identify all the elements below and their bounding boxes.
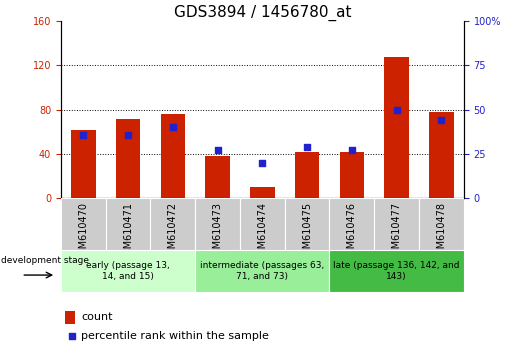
Bar bbox=[116, 119, 140, 198]
Point bbox=[169, 125, 177, 130]
Bar bbox=[65, 311, 75, 324]
Bar bbox=[240, 198, 285, 250]
Text: GSM610471: GSM610471 bbox=[123, 202, 133, 261]
Bar bbox=[71, 130, 95, 198]
Bar bbox=[195, 198, 240, 250]
Point bbox=[392, 107, 401, 113]
Bar bbox=[330, 250, 464, 292]
Point bbox=[214, 148, 222, 153]
Bar bbox=[205, 156, 230, 198]
Text: GSM610478: GSM610478 bbox=[436, 202, 446, 261]
Bar bbox=[161, 114, 185, 198]
Bar bbox=[61, 198, 105, 250]
Bar bbox=[295, 152, 320, 198]
Text: GSM610476: GSM610476 bbox=[347, 202, 357, 261]
Text: percentile rank within the sample: percentile rank within the sample bbox=[81, 331, 269, 341]
Bar bbox=[374, 198, 419, 250]
Bar bbox=[285, 198, 330, 250]
Text: GSM610472: GSM610472 bbox=[168, 202, 178, 262]
Bar bbox=[61, 250, 195, 292]
Text: GSM610470: GSM610470 bbox=[78, 202, 89, 261]
Text: development stage: development stage bbox=[1, 256, 89, 265]
Bar bbox=[340, 152, 364, 198]
Point bbox=[348, 148, 356, 153]
Text: GSM610477: GSM610477 bbox=[392, 202, 402, 262]
Bar bbox=[250, 187, 275, 198]
Point bbox=[79, 132, 87, 137]
Text: GSM610473: GSM610473 bbox=[213, 202, 223, 261]
Bar bbox=[384, 57, 409, 198]
Text: intermediate (passages 63,
71, and 73): intermediate (passages 63, 71, and 73) bbox=[200, 261, 324, 280]
Bar bbox=[419, 198, 464, 250]
Point bbox=[258, 160, 267, 166]
Bar bbox=[429, 112, 454, 198]
Text: GSM610475: GSM610475 bbox=[302, 202, 312, 262]
Title: GDS3894 / 1456780_at: GDS3894 / 1456780_at bbox=[174, 5, 351, 21]
Bar bbox=[330, 198, 374, 250]
Point bbox=[303, 144, 311, 150]
Point bbox=[437, 118, 446, 123]
Text: late (passage 136, 142, and
143): late (passage 136, 142, and 143) bbox=[333, 261, 460, 280]
Bar bbox=[195, 250, 330, 292]
Point bbox=[68, 333, 76, 339]
Text: GSM610474: GSM610474 bbox=[258, 202, 267, 261]
Bar bbox=[105, 198, 151, 250]
Point bbox=[124, 132, 132, 137]
Text: count: count bbox=[81, 312, 112, 322]
Bar bbox=[151, 198, 195, 250]
Text: early (passage 13,
14, and 15): early (passage 13, 14, and 15) bbox=[86, 261, 170, 280]
